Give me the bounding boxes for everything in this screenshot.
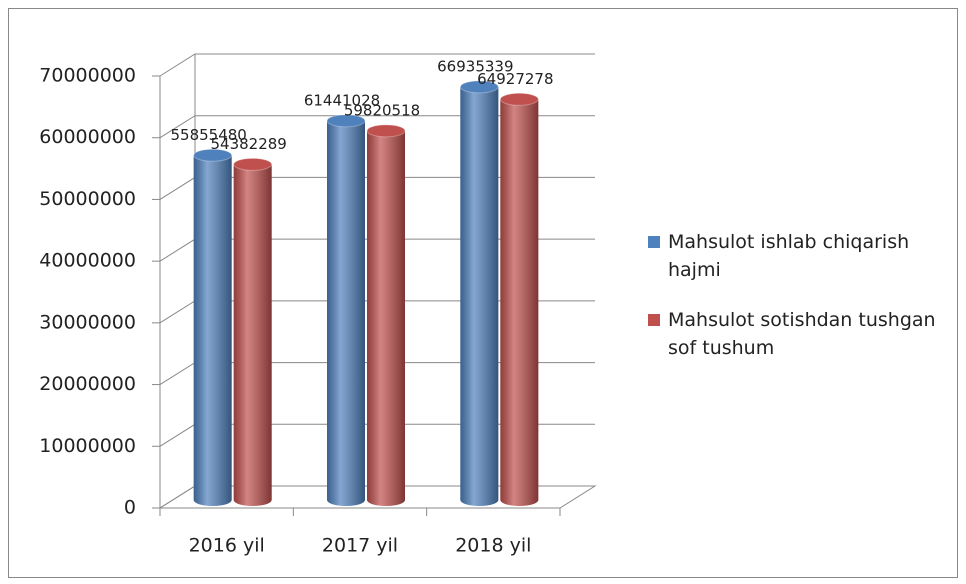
bar-top xyxy=(459,80,499,94)
legend-swatch xyxy=(648,314,660,326)
y-tick-label: 70000000 xyxy=(39,65,136,87)
y-tick-label: 30000000 xyxy=(39,311,136,333)
data-label: 66935339 xyxy=(437,57,513,75)
data-label: 64927278 xyxy=(477,70,553,88)
bar-top xyxy=(499,92,539,106)
y-tick-label: 40000000 xyxy=(39,250,136,272)
data-label: 54382289 xyxy=(210,135,286,153)
x-tick-label: 2017 yil xyxy=(322,535,398,557)
bar-top xyxy=(193,148,233,162)
bar-shade xyxy=(327,120,365,507)
legend-swatch xyxy=(648,236,660,248)
data-label: 55855480 xyxy=(170,126,246,144)
bar-top xyxy=(366,124,406,138)
legend-label: Mahsulot sotishdan tushgan sof tushum xyxy=(668,309,936,359)
y-tick-label: 60000000 xyxy=(39,126,136,148)
x-tick-label: 2016 yil xyxy=(189,535,265,557)
bar-shade xyxy=(460,86,499,507)
y-tick-label: 10000000 xyxy=(39,435,136,457)
grid-line xyxy=(159,53,595,77)
y-tick-label: 0 xyxy=(124,497,136,519)
bar-shade xyxy=(500,99,539,506)
data-label: 61441028 xyxy=(304,91,380,109)
bar-top xyxy=(233,157,273,171)
bar-top xyxy=(326,114,366,128)
legend-item: Mahsulot ishlab chiqarish hajmi xyxy=(648,228,948,284)
legend: Mahsulot ishlab chiqarish hajmi Mahsulot … xyxy=(648,228,948,384)
legend-item: Mahsulot sotishdan tushgan sof tushum xyxy=(648,306,948,362)
bar-shade xyxy=(193,155,232,506)
y-tick-label: 20000000 xyxy=(39,373,136,395)
legend-label: Mahsulot ishlab chiqarish hajmi xyxy=(668,231,910,281)
x-tick-label: 2018 yil xyxy=(455,535,531,557)
bar-shade xyxy=(233,164,272,506)
bar-shade xyxy=(367,130,405,506)
data-label: 59820518 xyxy=(344,101,420,119)
y-tick-label: 50000000 xyxy=(39,188,136,210)
